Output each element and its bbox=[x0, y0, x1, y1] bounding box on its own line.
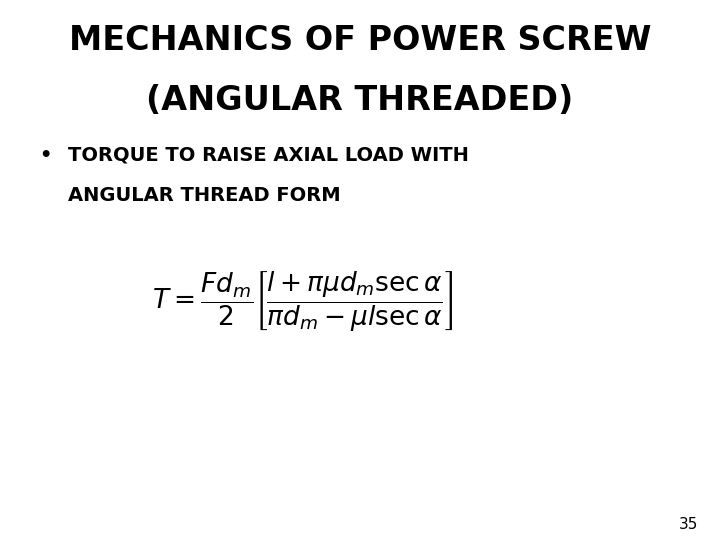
Text: ANGULAR THREAD FORM: ANGULAR THREAD FORM bbox=[68, 186, 341, 205]
Text: 35: 35 bbox=[679, 517, 698, 532]
Text: TORQUE TO RAISE AXIAL LOAD WITH: TORQUE TO RAISE AXIAL LOAD WITH bbox=[68, 146, 469, 165]
Text: •: • bbox=[40, 146, 52, 165]
Text: $T = \dfrac{Fd_m}{2} \left[ \dfrac{l + \pi\mu d_m \sec\alpha}{\pi d_m - \mu l \s: $T = \dfrac{Fd_m}{2} \left[ \dfrac{l + \… bbox=[152, 270, 453, 334]
Text: MECHANICS OF POWER SCREW: MECHANICS OF POWER SCREW bbox=[68, 24, 652, 57]
Text: (ANGULAR THREADED): (ANGULAR THREADED) bbox=[146, 84, 574, 117]
